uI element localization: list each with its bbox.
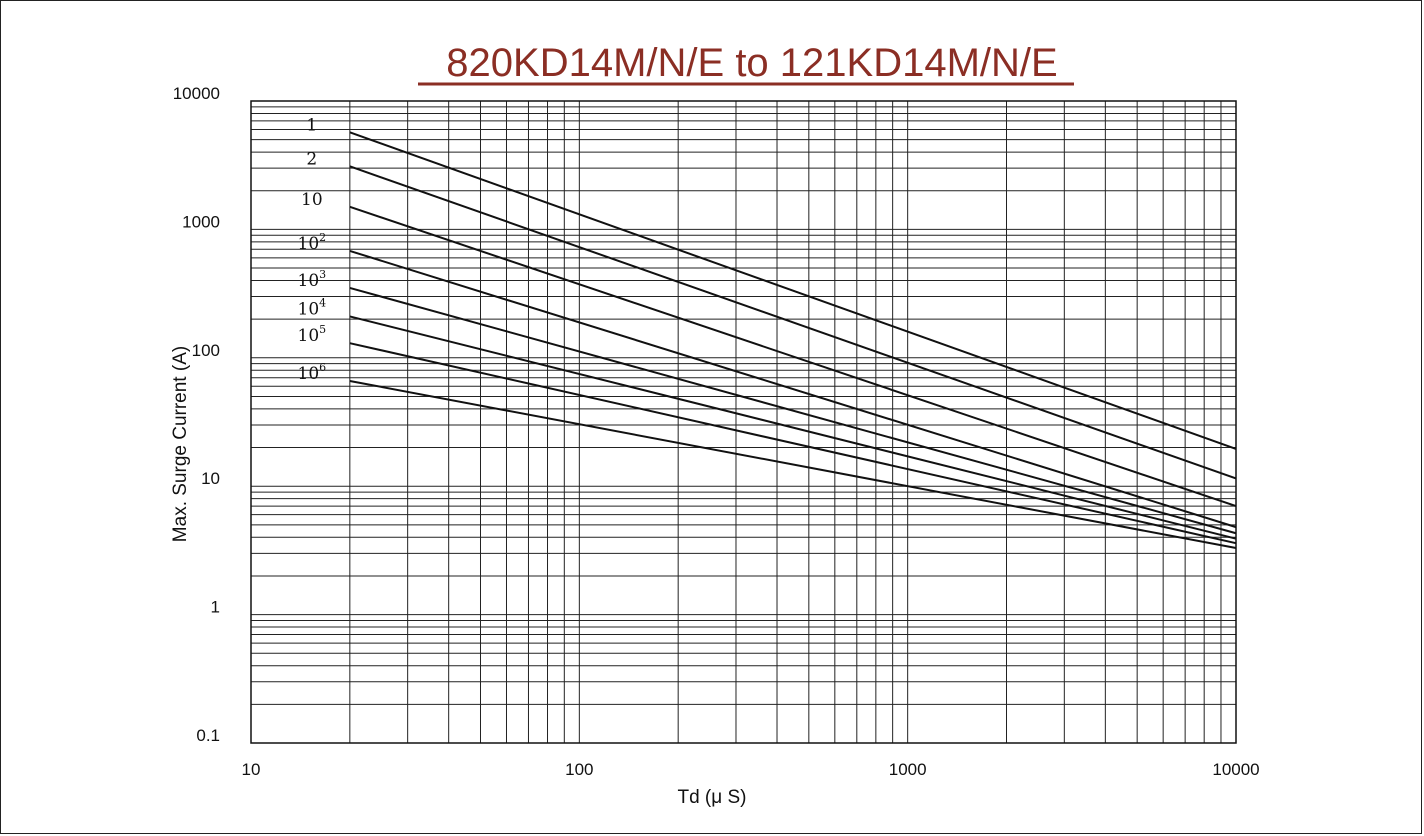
x-axis-label: Td (μ S) [677,787,746,808]
series-line-0 [349,131,1237,450]
series-line-7 [349,379,1237,550]
x-tick-label: 10 [242,760,261,779]
y-tick-label: 10 [201,469,220,488]
y-tick-label: 1000 [182,212,220,231]
series-line-5 [349,315,1237,540]
y-tick-label: 10000 [173,84,220,103]
y-tick-label: 100 [192,341,220,360]
series-label-4: 103 [298,268,327,291]
series-label-2: 10 [301,190,323,210]
x-tick-label: 1000 [889,760,927,779]
series-label-5: 104 [298,296,327,319]
x-tick-labels: 10 100 1000 10000 [242,760,1260,779]
series-line-3 [349,249,1237,529]
series-label-exponent: 3 [319,268,326,281]
series-labels: 1 2 10 102 103 104 105 106 [298,115,327,384]
series-label-7: 106 [298,361,327,384]
series-curves [349,131,1237,550]
series-label-exponent: 6 [319,361,326,374]
x-tick-label: 100 [565,760,593,779]
y-tick-label: 1 [211,598,220,617]
series-line-2 [349,205,1237,508]
y-tick-labels: 10000 1000 100 10 1 0.1 [173,84,220,745]
series-line-1 [349,165,1237,480]
series-label-3: 102 [298,231,327,254]
plot-border [250,100,1237,744]
series-label-exponent: 2 [319,231,326,244]
series-label-1: 2 [306,149,317,169]
chart-grid [250,100,1237,744]
series-label-6: 105 [298,323,327,346]
series-line-4 [349,286,1237,535]
series-label-exponent: 5 [319,323,326,336]
y-axis-label: Max. Surge Current (A) [170,346,191,542]
chart-title: 820KD14M/N/E to 121KD14M/N/E [446,41,1057,85]
series-label-exponent: 4 [319,296,326,309]
series-label-0: 1 [306,115,317,135]
series-line-6 [349,342,1237,545]
x-tick-label: 10000 [1212,760,1259,779]
y-tick-label: 0.1 [196,726,220,745]
